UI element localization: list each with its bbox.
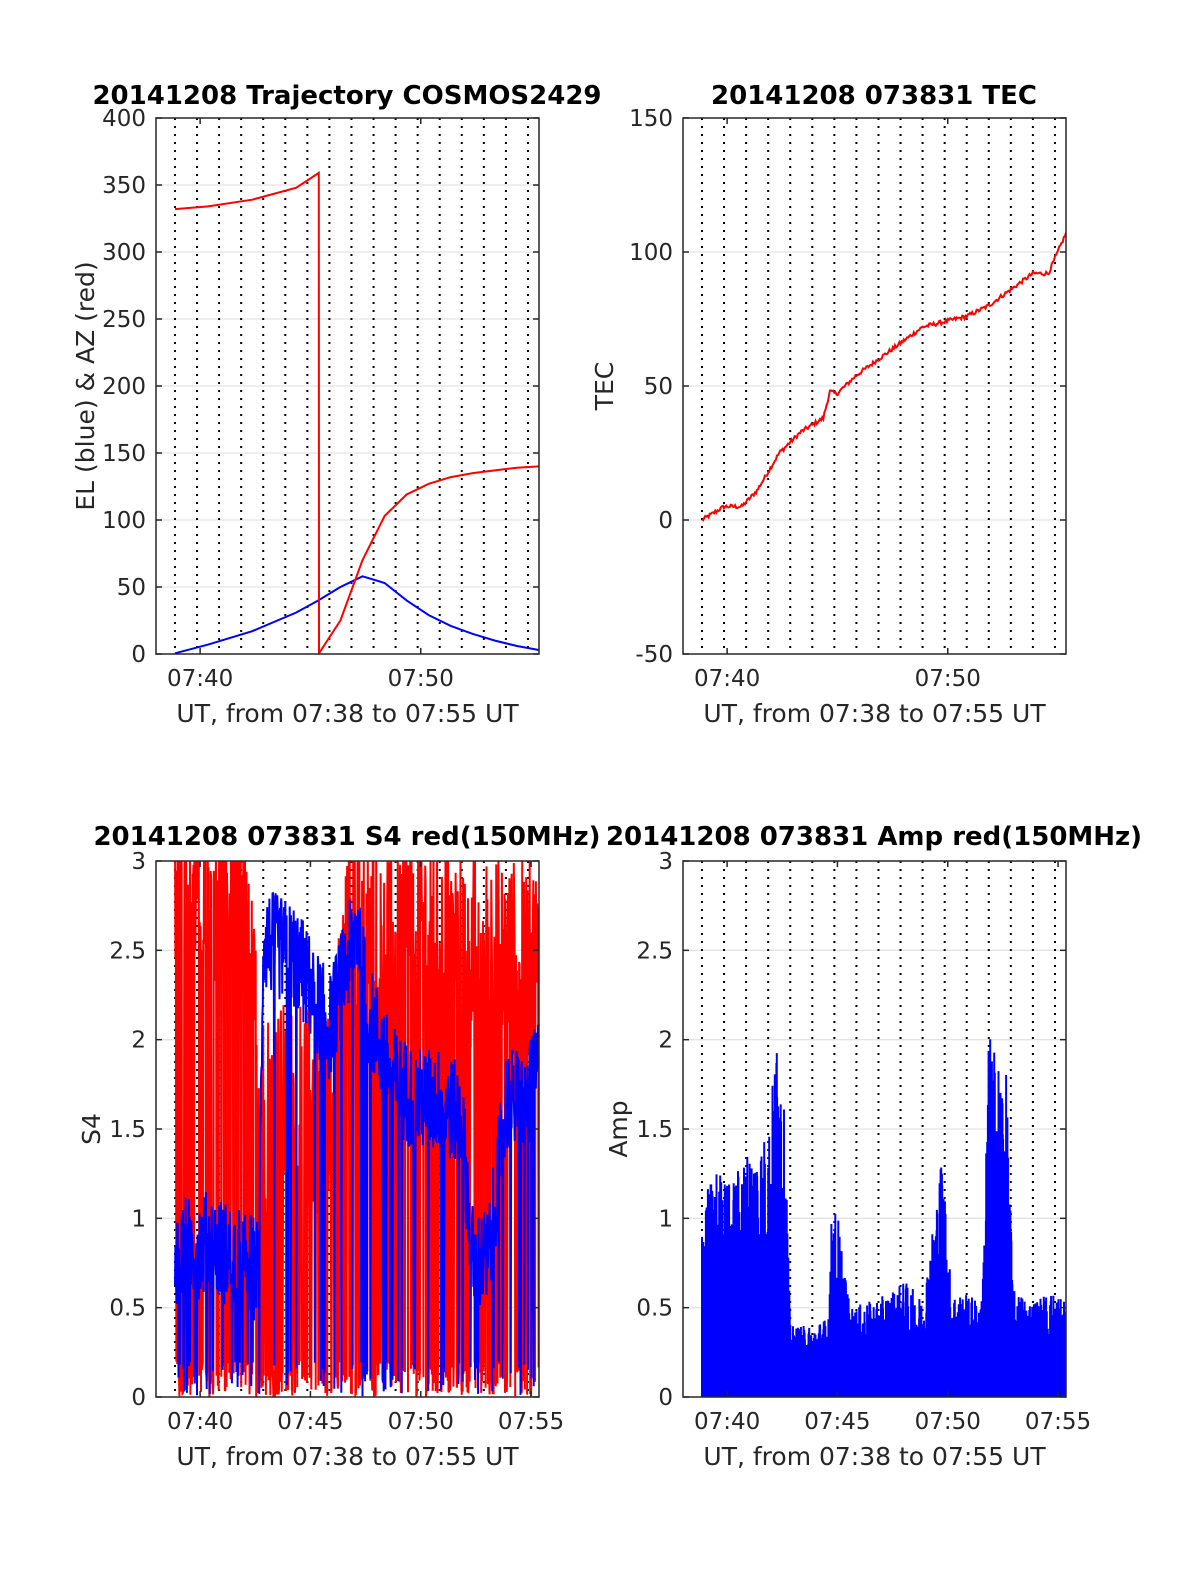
series-line bbox=[174, 171, 539, 654]
y-tick-label: 0.5 bbox=[636, 1296, 673, 1322]
x-axis-label: UT, from 07:38 to 07:55 UT bbox=[703, 1442, 1046, 1471]
y-tick-label: 100 bbox=[102, 508, 146, 534]
chart-title: 20141208 Trajectory COSMOS2429 bbox=[92, 81, 601, 111]
chart-title: 20141208 073831 TEC bbox=[711, 81, 1037, 111]
chart-title: 20141208 073831 Amp red(150MHz) bbox=[606, 822, 1142, 852]
y-tick-label: 0 bbox=[131, 1385, 146, 1411]
trajectory-panel: 0 50 100 150 200 250 300 350 400 07:40 07:50 UT, fr… bbox=[71, 81, 602, 728]
y-tick-label: 2 bbox=[658, 1028, 673, 1054]
y-tick-label: 400 bbox=[102, 106, 146, 132]
series-line bbox=[701, 1039, 1066, 1397]
x-tick-label: 07:50 bbox=[915, 1409, 981, 1435]
x-tick-label: 07:40 bbox=[167, 1409, 233, 1435]
x-tick-label: 07:40 bbox=[167, 666, 233, 692]
s4-panel: 0 0.5 1 1.5 2 2.5 3 07:40 07:45 07:50 07:55 UT, fro… bbox=[77, 822, 601, 1471]
y-tick-label: 3 bbox=[658, 849, 673, 875]
plot-area bbox=[701, 232, 1066, 522]
x-tick-label: 07:55 bbox=[1025, 1409, 1091, 1435]
y-tick-label: 50 bbox=[117, 575, 146, 601]
y-tick-label: 150 bbox=[102, 441, 146, 467]
x-tick-label: 07:45 bbox=[804, 1409, 870, 1435]
y-axis-label: Amp bbox=[604, 1100, 633, 1157]
y-tick-label: 3 bbox=[131, 849, 146, 875]
plot-area bbox=[701, 1039, 1066, 1397]
y-axis-label: S4 bbox=[77, 1113, 106, 1145]
x-axis-label: UT, from 07:38 to 07:55 UT bbox=[703, 699, 1046, 728]
x-tick-label: 07:50 bbox=[915, 666, 981, 692]
y-tick-label: 200 bbox=[102, 374, 146, 400]
tec-panel: -50 0 50 100 150 07:40 07:50 UT, from 07:38 to … bbox=[590, 81, 1067, 728]
series-line bbox=[701, 232, 1066, 522]
series-line bbox=[174, 861, 539, 1397]
x-tick-label: 07:50 bbox=[388, 666, 454, 692]
y-tick-label: 0 bbox=[131, 642, 146, 668]
x-axis-label: UT, from 07:38 to 07:55 UT bbox=[176, 1442, 519, 1471]
y-tick-label: 0 bbox=[658, 508, 673, 534]
y-tick-label: 300 bbox=[102, 240, 146, 266]
plot-area bbox=[174, 861, 539, 1397]
y-tick-label: 2 bbox=[131, 1028, 146, 1054]
y-tick-label: 150 bbox=[629, 106, 673, 132]
y-axis-label: EL (blue) & AZ (red) bbox=[71, 261, 100, 510]
y-tick-label: 50 bbox=[644, 374, 673, 400]
x-axis-label: UT, from 07:38 to 07:55 UT bbox=[176, 699, 519, 728]
amp-panel: 0 0.5 1 1.5 2 2.5 3 07:40 07:45 07:50 07:55 UT, fro… bbox=[604, 822, 1142, 1471]
y-tick-label: 1 bbox=[658, 1206, 673, 1232]
x-tick-label: 07:50 bbox=[388, 1409, 454, 1435]
plot-area bbox=[174, 171, 539, 654]
y-tick-label: 350 bbox=[102, 173, 146, 199]
y-tick-label: 0 bbox=[658, 1385, 673, 1411]
y-tick-label: 1.5 bbox=[109, 1117, 146, 1143]
y-axis-label: TEC bbox=[590, 362, 619, 412]
x-tick-label: 07:55 bbox=[498, 1409, 564, 1435]
y-tick-label: 0.5 bbox=[109, 1296, 146, 1322]
series-line bbox=[174, 891, 539, 1397]
y-tick-label: 100 bbox=[629, 240, 673, 266]
y-tick-label: 1 bbox=[131, 1206, 146, 1232]
y-tick-label: 1.5 bbox=[636, 1117, 673, 1143]
y-tick-label: -50 bbox=[635, 642, 673, 668]
series-line bbox=[174, 575, 539, 654]
chart-title: 20141208 073831 S4 red(150MHz) bbox=[93, 822, 600, 852]
x-tick-label: 07:40 bbox=[694, 666, 760, 692]
x-tick-label: 07:45 bbox=[277, 1409, 343, 1435]
y-tick-label: 2.5 bbox=[636, 938, 673, 964]
x-tick-label: 07:40 bbox=[694, 1409, 760, 1435]
y-tick-label: 250 bbox=[102, 307, 146, 333]
y-tick-label: 2.5 bbox=[109, 938, 146, 964]
